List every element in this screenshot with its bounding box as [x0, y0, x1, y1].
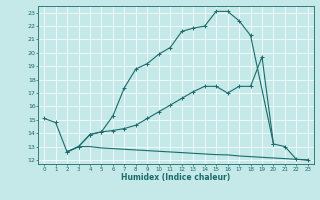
X-axis label: Humidex (Indice chaleur): Humidex (Indice chaleur) [121, 173, 231, 182]
